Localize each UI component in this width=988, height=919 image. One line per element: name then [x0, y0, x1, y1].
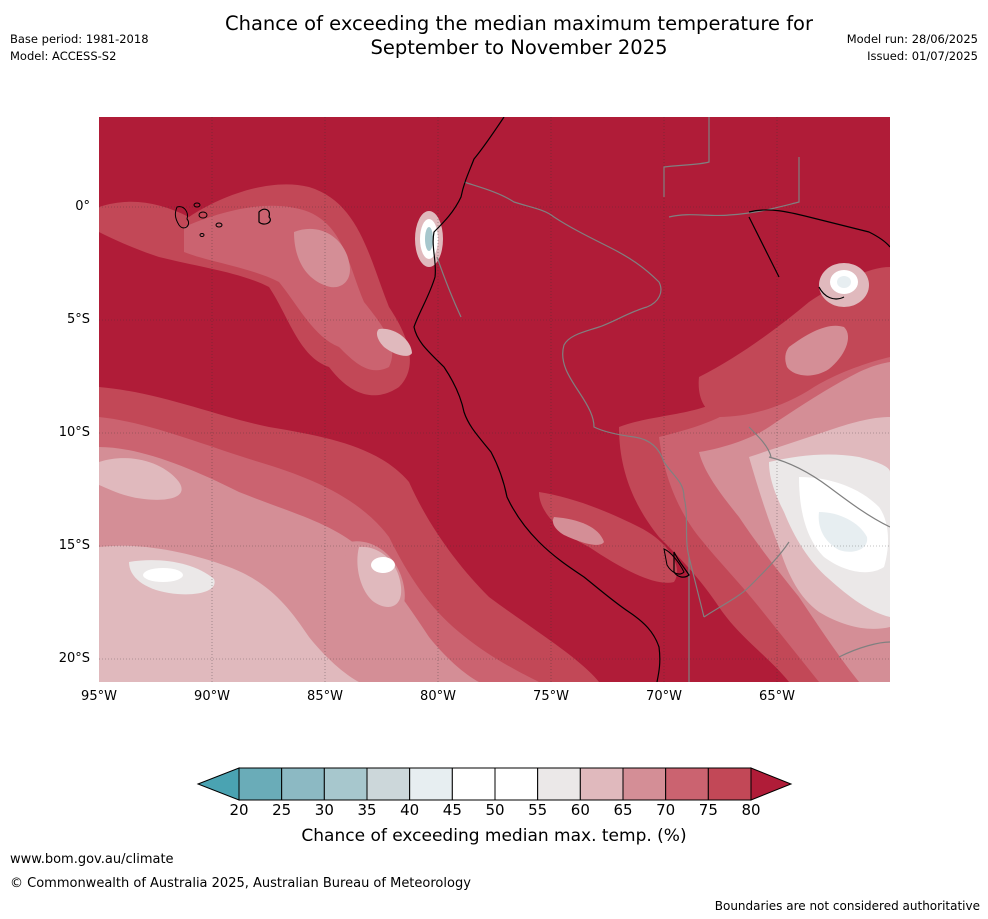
colorbar-tick-label: 55 [528, 801, 548, 819]
title-line-1: Chance of exceeding the median maximum t… [224, 12, 814, 35]
contour-65-70-nw [294, 228, 350, 288]
lat-label-20s: 20°S [58, 651, 90, 666]
model-run: Model run: 28/06/2025 [846, 32, 978, 46]
colorbar-tick-label: 70 [656, 801, 676, 819]
country-borders [436, 117, 890, 682]
colorbar-tick-label: 65 [613, 801, 633, 819]
colorbar-segment [494, 767, 539, 801]
lon-label-90w: 90°W [194, 689, 230, 704]
footer-url[interactable]: www.bom.gov.au/climate [10, 852, 174, 867]
lon-label-75w: 75°W [533, 689, 569, 704]
lat-label-15s: 15°S [58, 538, 90, 553]
colorbar-segment [281, 767, 325, 801]
meta-left: Base period: 1981-2018 Model: ACCESS-S2 [10, 31, 149, 65]
lon-label-80w: 80°W [420, 689, 456, 704]
contour-65-70-peru-coast [552, 517, 604, 545]
contour-60-65-w [99, 458, 182, 500]
footer-disclaimer: Boundaries are not considered authoritat… [714, 899, 980, 913]
lat-label-5s: 5°S [66, 312, 90, 327]
colorbar-tick-label: 40 [400, 801, 420, 819]
colorbar-tick-label: 30 [314, 801, 334, 819]
coastline [258, 117, 890, 682]
model-name: Model: ACCESS-S2 [10, 49, 117, 63]
map-panel[interactable] [99, 117, 890, 682]
issued-date: Issued: 01/07/2025 [867, 49, 978, 63]
colorbar-segment [451, 767, 496, 801]
lat-label-0: 0° [75, 199, 90, 214]
colorbar-tick-label: 35 [357, 801, 377, 819]
lat-label-10s: 10°S [58, 425, 90, 440]
meta-right: Model run: 28/06/2025 Issued: 01/07/2025 [847, 31, 978, 65]
contour-50-55-sw [143, 568, 183, 582]
lon-label-85w: 85°W [307, 689, 343, 704]
map-canvas [99, 117, 890, 682]
colorbar-tick-label: 80 [741, 801, 761, 819]
contour-65-70-ne [785, 325, 849, 376]
contour-75-80-peru-coast [539, 492, 678, 583]
colorbar-tick-label: 45 [442, 801, 462, 819]
colorbar-tick-label: 60 [570, 801, 590, 819]
lon-label-95w: 95°W [81, 689, 117, 704]
galapagos-islands [174, 202, 223, 237]
footer-copyright: © Commonwealth of Australia 2025, Austra… [10, 876, 471, 891]
colorbar-tick-label: 25 [272, 801, 292, 819]
contour-40-45-ne [837, 276, 851, 288]
colorbar-segment [537, 767, 581, 801]
colorbar-tick-label: 75 [698, 801, 718, 819]
title-line-2: September to November 2025 [370, 36, 668, 59]
colorbar [196, 767, 793, 801]
colorbar-segment [366, 767, 411, 801]
colorbar-segment [707, 767, 752, 801]
colorbar-title: Chance of exceeding median max. temp. (%… [301, 826, 687, 846]
colorbar-segment [409, 767, 453, 801]
base-period: Base period: 1981-2018 [10, 32, 149, 46]
colorbar-segment [665, 767, 709, 801]
colorbar-tick-label: 50 [485, 801, 505, 819]
colorbar-segment [622, 767, 667, 801]
colorbar-svg [196, 767, 793, 801]
colorbar-segments [238, 767, 752, 801]
lake-titicaca [663, 548, 685, 575]
page-title: Chance of exceeding the median maximum t… [150, 12, 888, 60]
colorbar-segment [579, 767, 624, 801]
colorbar-segment [323, 767, 368, 801]
colorbar-segment [238, 767, 283, 801]
contour-50-55-mid [371, 557, 395, 573]
colorbar-low-arrow [196, 767, 240, 801]
lon-label-70w: 70°W [646, 689, 682, 704]
contour-60-65-ecuador-offshore [376, 328, 412, 356]
colorbar-high-arrow [750, 767, 793, 801]
lon-label-65w: 65°W [759, 689, 795, 704]
colorbar-tick-label: 20 [229, 801, 249, 819]
contour-35-40-ecuador [425, 227, 433, 251]
graticule [99, 117, 890, 682]
contour-40-45-east [818, 512, 868, 552]
